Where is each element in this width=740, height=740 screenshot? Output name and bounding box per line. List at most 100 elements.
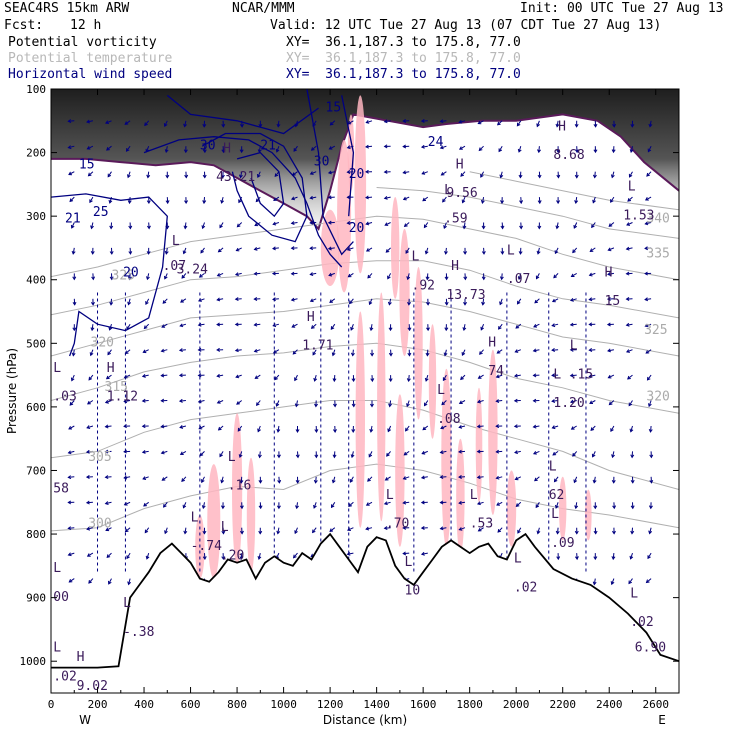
- wind-vector: [478, 374, 484, 379]
- wind-vector-head: [104, 120, 109, 124]
- wind-vector: [110, 298, 112, 305]
- wind-vector-head: [346, 195, 351, 200]
- extremum-annotation: .59: [444, 212, 467, 227]
- wind-vector-head: [497, 528, 502, 533]
- wind-vector-head: [513, 373, 518, 378]
- wind-vector-head: [331, 352, 336, 357]
- wind-vector: [258, 552, 261, 560]
- wind-vector-head: [253, 296, 258, 301]
- wind-vector: [296, 502, 298, 509]
- wind-vector-head: [536, 530, 541, 535]
- wind-vector: [125, 527, 131, 532]
- wind-vector-head: [309, 246, 314, 251]
- wind-vector-head: [495, 374, 500, 379]
- wind-vector: [68, 552, 75, 556]
- wind-vector: [552, 349, 559, 351]
- wind-vector: [293, 552, 298, 559]
- wind-vector: [254, 272, 261, 275]
- wind-vector-head: [310, 325, 315, 329]
- wind-vector: [645, 298, 652, 301]
- wind-vector: [349, 298, 354, 304]
- wind-vector-head: [200, 249, 204, 254]
- wind-vector: [183, 502, 187, 508]
- wind-vector-head: [424, 250, 429, 255]
- wind-vector-head: [253, 348, 258, 353]
- wind-vector: [573, 222, 578, 229]
- wind-vector-head: [86, 553, 91, 557]
- forecast-hour: 12 h: [70, 18, 102, 33]
- wind-vector-head: [327, 195, 332, 200]
- wind-vector-head: [347, 527, 351, 531]
- wind-vector-head: [67, 526, 72, 531]
- wind-vector: [384, 527, 391, 529]
- wind-vector-head: [309, 272, 314, 276]
- wind-vector: [162, 476, 168, 481]
- wind-vector: [161, 450, 168, 454]
- wind-vector-head: [276, 454, 281, 459]
- wind-vector-head: [644, 197, 649, 201]
- wind-vector: [478, 120, 484, 124]
- wind-vector-head: [332, 429, 337, 433]
- wind-vector-head: [627, 375, 631, 380]
- wind-vector-head: [182, 504, 187, 509]
- wind-vector: [142, 450, 149, 453]
- wind-vector: [423, 222, 429, 228]
- wind-vector: [72, 247, 75, 254]
- wind-vector-head: [272, 323, 277, 328]
- wind-vector-head: [217, 426, 222, 431]
- wind-vector-head: [574, 530, 579, 535]
- wind-vector-head: [500, 251, 505, 255]
- wind-vector-head: [569, 373, 574, 378]
- wind-vector-head: [239, 530, 244, 535]
- wind-vector: [514, 450, 521, 454]
- wind-vector-head: [67, 552, 72, 557]
- extremum-annotation: L: [172, 234, 180, 249]
- wind-vector: [477, 476, 484, 478]
- wind-vector-head: [86, 400, 91, 405]
- wind-vector-head: [312, 351, 316, 356]
- wind-vector-head: [202, 149, 207, 154]
- wind-vector: [105, 425, 112, 428]
- theta-contour-label: 315: [105, 380, 128, 395]
- wind-vector-head: [125, 148, 130, 152]
- wind-vector-head: [500, 200, 505, 205]
- wind-vector: [626, 323, 633, 326]
- wind-vector-head: [295, 429, 300, 433]
- wind-vector-head: [532, 424, 537, 429]
- wind-vector: [347, 247, 354, 251]
- wind-vector-head: [626, 222, 631, 226]
- wind-vector-head: [406, 403, 410, 408]
- wind-vector-head: [184, 174, 189, 179]
- pv-positive-streak: [232, 413, 243, 566]
- wind-vector-head: [420, 475, 425, 480]
- extremum-annotation: L: [630, 587, 638, 602]
- wind-vector-head: [162, 300, 167, 304]
- wind-vector-head: [179, 425, 184, 429]
- wind-vector-head: [124, 528, 129, 533]
- wind-vector: [126, 323, 131, 330]
- wind-vector-head: [272, 349, 277, 354]
- wind-vector-head: [513, 398, 518, 403]
- wind-vector: [90, 349, 94, 356]
- pv-positive-streak: [475, 387, 483, 503]
- wind-vector-head: [85, 449, 90, 454]
- wind-vector: [198, 298, 205, 302]
- wind-vector-head: [370, 352, 375, 357]
- wind-vector-head: [221, 556, 226, 561]
- wind-vector-head: [519, 200, 524, 205]
- wind-vector: [236, 247, 242, 252]
- wind-vector-head: [290, 297, 295, 302]
- wind-vector: [87, 145, 94, 150]
- extremum-annotation: L: [444, 183, 452, 198]
- wind-vector-head: [458, 400, 463, 404]
- wind-vector: [366, 222, 373, 225]
- wind-vector-head: [481, 276, 486, 281]
- wind-vector: [404, 450, 410, 456]
- wind-vector: [86, 425, 94, 429]
- wind-vector-head: [89, 199, 93, 204]
- theta-contour-label: 340: [646, 212, 669, 227]
- wind-vector-head: [104, 475, 109, 480]
- wind-vector-head: [458, 527, 463, 531]
- wind-vector-head: [369, 327, 374, 332]
- extremum-annotation: L: [53, 561, 61, 576]
